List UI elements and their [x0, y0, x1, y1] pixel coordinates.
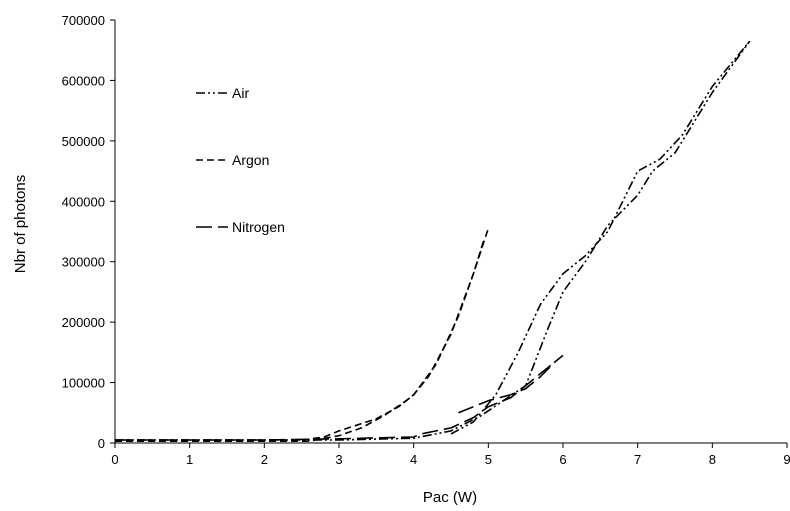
legend-item-air: Air [196, 85, 249, 101]
y-tick-label: 100000 [62, 376, 105, 391]
x-tick-label: 1 [186, 452, 193, 467]
x-tick-label: 8 [709, 452, 716, 467]
y-tick-label: 0 [98, 436, 105, 451]
x-tick-label: 0 [111, 452, 118, 467]
series-nitrogen [115, 354, 564, 441]
legend-item-argon: Argon [196, 152, 269, 168]
series-layer [115, 40, 751, 442]
x-tick-label: 6 [559, 452, 566, 467]
legend-label: Argon [232, 152, 269, 168]
y-axis-title: Nbr of photons [12, 175, 29, 273]
x-tick-label: 9 [783, 452, 790, 467]
legend-label: Air [232, 85, 249, 101]
x-axis-ticks: 0 1 2 3 4 5 6 7 8 9 [111, 443, 790, 467]
x-tick-label: 3 [335, 452, 342, 467]
y-tick-label: 200000 [62, 315, 105, 330]
series-line-nitrogen [458, 360, 557, 414]
x-tick-label: 5 [485, 452, 492, 467]
axes [114, 20, 787, 444]
y-tick-label: 400000 [62, 194, 105, 209]
y-tick-label: 600000 [62, 73, 105, 88]
x-tick-label: 7 [634, 452, 641, 467]
legend-item-nitrogen: Nitrogen [196, 219, 285, 235]
legend-label: Nitrogen [232, 219, 285, 235]
series-line-nitrogen [115, 354, 564, 441]
x-axis-title: Pac (W) [423, 489, 477, 506]
y-axis-ticks: 0 100000 200000 300000 400000 500000 600000 700… [62, 13, 115, 451]
x-tick-label: 2 [261, 452, 268, 467]
y-tick-label: 700000 [62, 13, 105, 28]
y-tick-label: 300000 [62, 255, 105, 270]
series-line-argon [115, 237, 486, 442]
series-air [115, 40, 751, 441]
y-tick-label: 500000 [62, 134, 105, 149]
legend: Air Argon Nitrogen [196, 85, 285, 235]
series-line-air [450, 40, 751, 435]
series-argon [115, 228, 490, 442]
series-line-argon [115, 228, 490, 441]
x-tick-label: 4 [410, 452, 417, 467]
series-line-air [115, 40, 751, 441]
